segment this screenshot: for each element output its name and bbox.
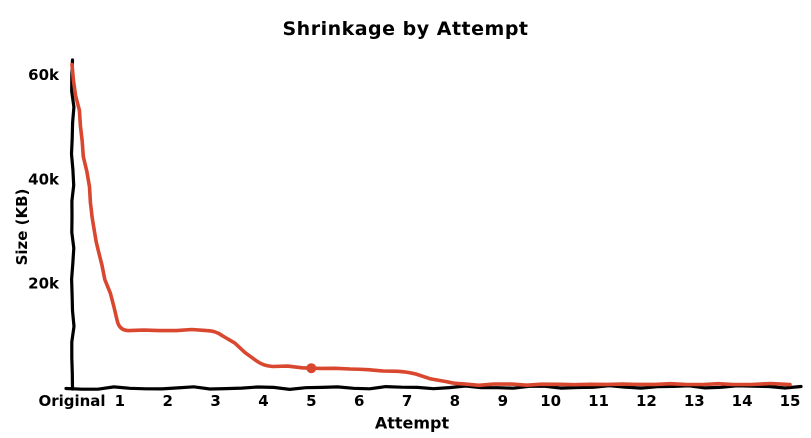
- x-tick-label: 8: [450, 392, 460, 410]
- y-axis-line: [69, 58, 76, 391]
- x-tick-label: 7: [402, 392, 412, 410]
- axes: [64, 58, 803, 392]
- x-tick-label: Original: [38, 392, 105, 410]
- x-tick-label: 5: [306, 392, 316, 410]
- x-tick-label: 13: [684, 392, 705, 410]
- data-series: [70, 62, 792, 388]
- x-axis-line: [64, 384, 803, 392]
- x-tick-label: 11: [588, 392, 609, 410]
- y-tick-label: 20k: [28, 275, 60, 293]
- size-line: [70, 62, 792, 388]
- x-axis-label: Attempt: [374, 413, 450, 433]
- x-tick-label: 4: [258, 392, 268, 410]
- x-tick-label: 9: [498, 392, 508, 410]
- current-attempt-marker: [306, 363, 317, 374]
- x-tick-label: 1: [115, 392, 125, 410]
- x-tick-label: 2: [162, 392, 172, 410]
- x-tick-label: 14: [732, 392, 753, 410]
- y-axis-label: Size (KB): [13, 188, 31, 266]
- x-tick-label: 10: [540, 392, 561, 410]
- x-tick-label: 12: [636, 392, 657, 410]
- x-tick-label: 6: [354, 392, 364, 410]
- x-tick-label: 15: [780, 392, 801, 410]
- x-tick-label: 3: [210, 392, 220, 410]
- y-tick-label: 60k: [28, 66, 60, 84]
- chart-title: Shrinkage by Attempt: [282, 18, 529, 40]
- y-tick-label: 40k: [28, 170, 60, 188]
